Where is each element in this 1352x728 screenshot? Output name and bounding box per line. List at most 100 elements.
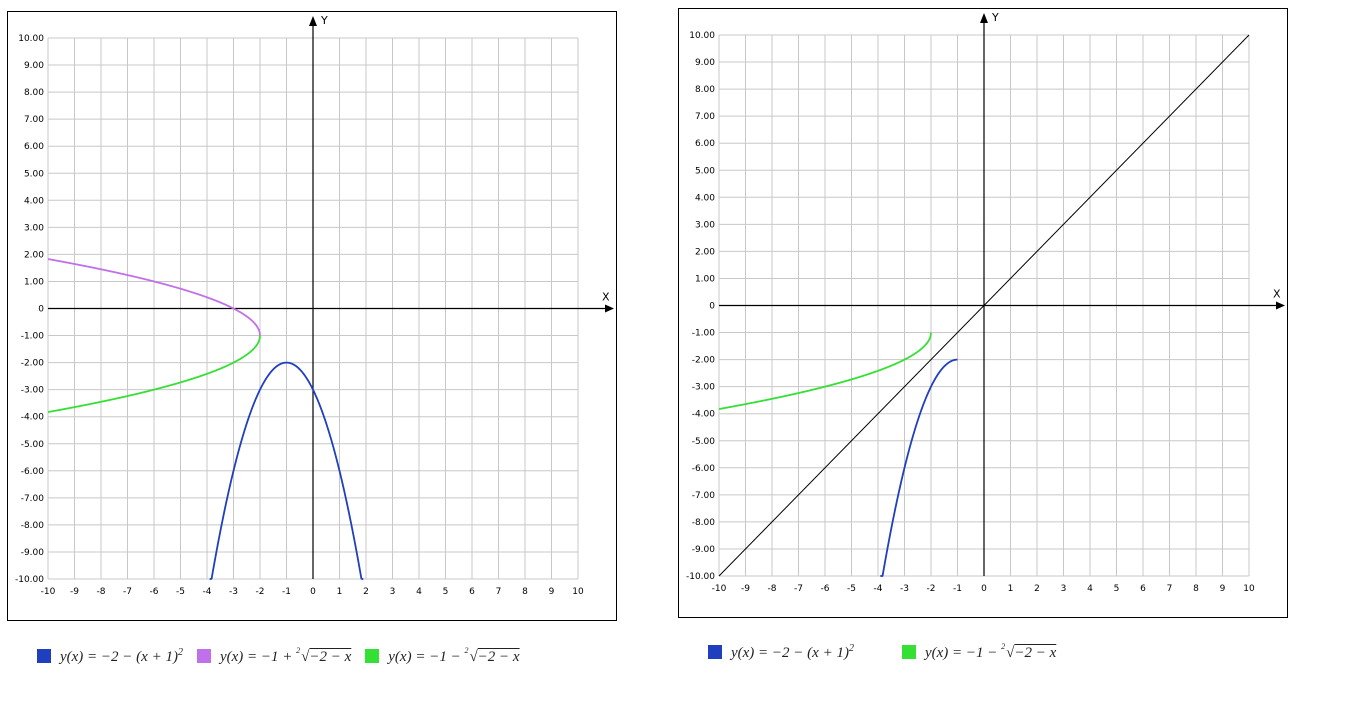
formula-text: y(x) = −2 − (x + 1) — [731, 644, 849, 661]
y-tick-label: 3.00 — [695, 220, 715, 230]
radicand: −2 − x — [309, 649, 352, 665]
y-tick-label: -2.00 — [692, 356, 716, 366]
y-tick-label: -6.00 — [692, 464, 716, 474]
y-tick-label: -2.00 — [21, 359, 45, 369]
legend-item: y(x) = −1 + 2√−2 − x — [196, 646, 351, 666]
y-tick-label: 7.00 — [24, 115, 44, 125]
x-axis-label: X — [602, 291, 610, 304]
y-tick-label: 4.00 — [695, 193, 715, 203]
y-tick-label: -3.00 — [21, 386, 45, 396]
legend-item: y(x) = −1 − 2√−2 − x — [365, 646, 520, 666]
y-tick-label: -8.00 — [21, 521, 45, 531]
y-tick-label: -8.00 — [692, 518, 716, 528]
y-tick-label: -1.00 — [692, 329, 716, 339]
y-tick-label: 0 — [709, 302, 715, 312]
x-tick-label: -9 — [70, 587, 79, 597]
y-tick-label: -7.00 — [692, 491, 716, 501]
y-axis-arrow-icon — [980, 13, 988, 23]
x-tick-label: 10 — [1243, 584, 1255, 594]
series-line — [47, 335, 261, 413]
legend-item: y(x) = −1 − 2√−2 − x — [901, 642, 1056, 662]
x-tick-label: -10 — [41, 587, 56, 597]
y-tick-label: 6.00 — [695, 139, 715, 149]
x-tick-label: 7 — [1167, 584, 1173, 594]
y-tick-label: 1.00 — [24, 277, 44, 287]
x-tick-label: -1 — [953, 584, 962, 594]
radicand: −2 − x — [477, 649, 520, 665]
x-tick-label: -3 — [900, 584, 909, 594]
y-tick-label: 10.00 — [18, 34, 44, 44]
x-tick-label: 7 — [496, 587, 502, 597]
y-tick-label: 5.00 — [24, 169, 44, 179]
y-tick-label: -6.00 — [21, 467, 45, 477]
y-tick-label: 1.00 — [695, 274, 715, 284]
chart-right: -10 10.00 -9 9.00 -8 8.00 -7 7.00 -6 6.00 -5 5.00 -4… — [678, 8, 1288, 618]
x-tick-label: 6 — [1140, 584, 1146, 594]
formula-text: y(x) = −1 − — [924, 645, 1002, 661]
x-tick-label: -7 — [123, 587, 132, 597]
y-tick-label: 7.00 — [695, 112, 715, 122]
y-axis-label: Y — [320, 14, 328, 27]
x-tick-label: 5 — [443, 587, 449, 597]
legend-formula: y(x) = −1 + 2√−2 − x — [220, 646, 351, 666]
series-line — [209, 361, 364, 580]
radicand: −2 − x — [1014, 645, 1057, 661]
y-tick-label: 6.00 — [24, 142, 44, 152]
x-tick-label: 2 — [363, 587, 369, 597]
chart-left: -10 10.00 -9 9.00 -8 8.00 -7 7.00 -6 6.00 -5 5.00 -4… — [7, 11, 617, 621]
y-tick-label: 9.00 — [695, 58, 715, 68]
root-sign-icon: √ — [301, 649, 310, 665]
series-line — [880, 358, 958, 577]
y-tick-label: 10.00 — [689, 31, 715, 41]
y-axis-label: Y — [991, 11, 999, 24]
x-tick-label: 1 — [337, 587, 343, 597]
legend-formula: y(x) = −1 − 2√−2 − x — [925, 642, 1056, 662]
formula-text: y(x) = −2 − (x + 1) — [60, 648, 178, 665]
x-tick-label: 9 — [549, 587, 555, 597]
x-tick-label: 0 — [310, 587, 316, 597]
x-tick-label: 8 — [522, 587, 528, 597]
formula-exponent: 2 — [848, 642, 854, 654]
x-tick-label: 4 — [416, 587, 422, 597]
x-tick-label: 1 — [1008, 584, 1014, 594]
x-tick-label: -6 — [821, 584, 830, 594]
y-tick-label: -7.00 — [21, 494, 45, 504]
x-axis-label: X — [1273, 288, 1281, 301]
x-tick-label: 10 — [572, 587, 584, 597]
y-tick-label: -4.00 — [21, 413, 45, 423]
x-tick-label: -3 — [229, 587, 238, 597]
y-tick-label: 2.00 — [695, 247, 715, 257]
y-tick-label: 2.00 — [24, 250, 44, 260]
series-line — [718, 332, 932, 410]
legend-swatch — [708, 645, 722, 659]
legend-swatch — [196, 649, 211, 663]
y-tick-label: 8.00 — [24, 88, 44, 98]
x-tick-label: -5 — [847, 584, 856, 594]
x-tick-label: 8 — [1193, 584, 1199, 594]
legend-swatch — [901, 645, 916, 659]
x-tick-label: -1 — [282, 587, 291, 597]
legend-formula: y(x) = −1 − 2√−2 − x — [388, 646, 519, 666]
root-index: 2 — [296, 646, 301, 655]
x-tick-label: -8 — [768, 584, 777, 594]
legend-right: y(x) = −2 − (x + 1)2 y(x) = −1 − 2√−2 − x — [708, 642, 1056, 662]
x-axis-arrow-icon — [605, 304, 614, 313]
y-tick-label: 8.00 — [695, 85, 715, 95]
x-tick-label: -5 — [176, 587, 185, 597]
root-index: 2 — [1001, 642, 1006, 651]
legend-left: y(x) = −2 − (x + 1)2 y(x) = −1 + 2√−2 − x… — [37, 646, 520, 666]
y-axis-arrow-icon — [309, 16, 317, 26]
y-tick-label: -3.00 — [692, 383, 716, 393]
x-axis-arrow-icon — [1276, 301, 1285, 310]
formula-exponent: 2 — [177, 646, 183, 658]
x-tick-label: -8 — [97, 587, 106, 597]
x-tick-label: 5 — [1114, 584, 1120, 594]
y-tick-label: -9.00 — [692, 545, 716, 555]
legend-item: y(x) = −2 − (x + 1)2 — [37, 647, 183, 666]
y-tick-label: 5.00 — [695, 166, 715, 176]
legend-formula: y(x) = −2 − (x + 1)2 — [731, 643, 854, 662]
series-line — [718, 34, 1250, 577]
x-tick-label: -2 — [256, 587, 265, 597]
legend-swatch — [365, 649, 380, 663]
x-tick-label: -9 — [741, 584, 750, 594]
